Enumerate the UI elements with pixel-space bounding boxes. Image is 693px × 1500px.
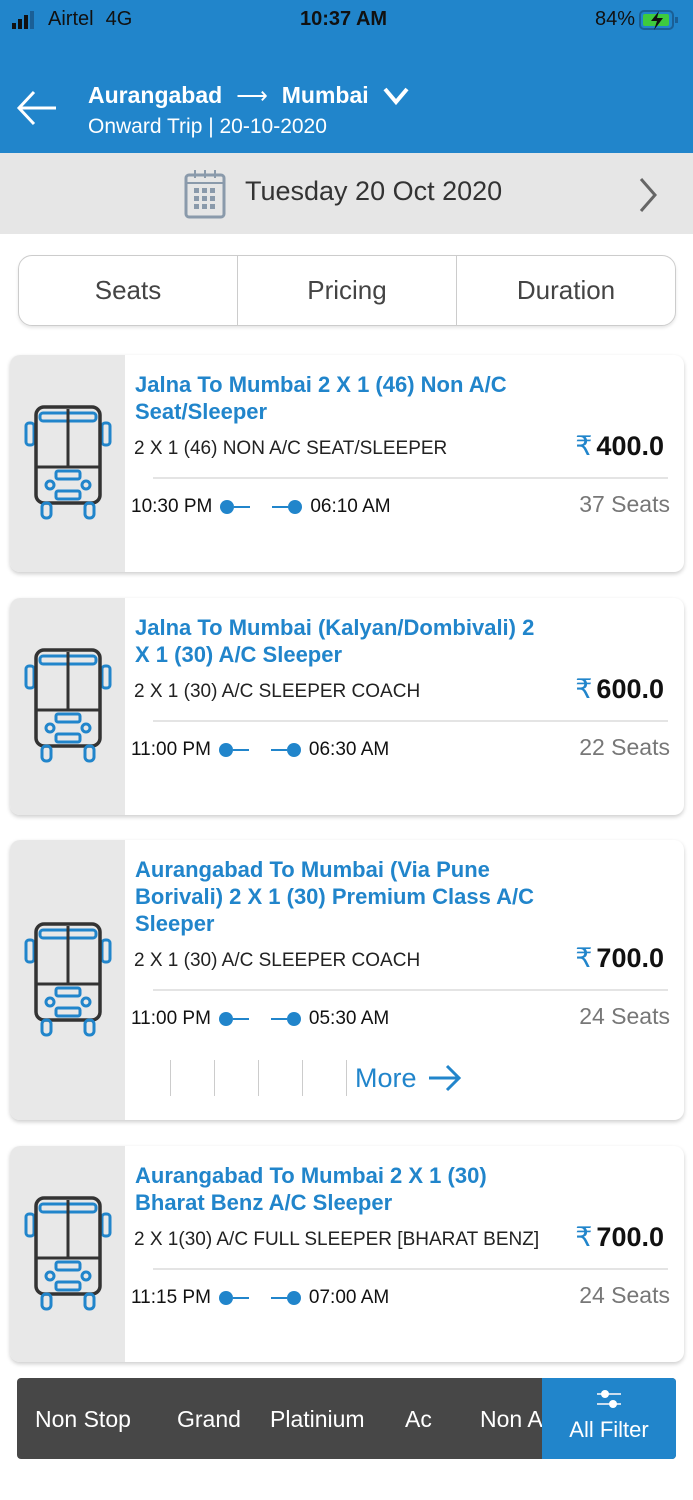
departure-time: 10:30 PM (131, 496, 213, 517)
all-filter-label: All Filter (569, 1417, 649, 1442)
destination-city: Mumbai (281, 82, 369, 108)
rupee-icon: ₹ (575, 1222, 593, 1252)
divider (153, 1268, 668, 1270)
arrow-right-icon[interactable] (427, 1063, 463, 1093)
calendar-icon[interactable] (184, 169, 226, 219)
fare: ₹700.0 (575, 943, 664, 974)
departure-time: 11:00 PM (131, 1008, 211, 1029)
arrival-time: 05:30 AM (308, 1008, 390, 1029)
bus-icon (24, 648, 112, 763)
divider (153, 720, 668, 722)
bus-icon (24, 922, 112, 1037)
more-link[interactable]: More (355, 1062, 417, 1093)
seats-available: 37 Seats (579, 491, 670, 517)
carrier: Airtel (48, 8, 94, 30)
bus-title: Jalna To Mumbai 2 X 1 (46) Non A/C Seat/… (135, 372, 507, 424)
journey-times: 10:30 PM 06:10 AM (131, 496, 391, 518)
journey-times: 11:15 PM 07:00 AM (131, 1287, 389, 1309)
sliders-icon (597, 1390, 621, 1408)
divider (153, 477, 668, 479)
sort-tab-pricing[interactable]: Pricing (238, 256, 457, 325)
arrival-time: 07:00 AM (308, 1287, 390, 1308)
bus-card[interactable]: Aurangabad To Mumbai 2 X 1 (30) Bharat B… (10, 1146, 684, 1362)
depart-dot-icon (218, 1291, 249, 1305)
sort-tabs: Seats Pricing Duration (18, 255, 676, 326)
seats-available: 24 Seats (579, 1003, 670, 1029)
network: 4G (105, 8, 133, 30)
battery-percent: 84% (595, 8, 636, 30)
journey-times: 11:00 PM 05:30 AM (131, 1008, 389, 1030)
bus-title: Aurangabad To Mumbai (Via Pune Borivali)… (135, 857, 534, 936)
filter-platinium[interactable]: Platinium (270, 1406, 365, 1432)
status-left: Airtel 4G (12, 8, 132, 31)
depart-dot-icon (220, 500, 251, 514)
bus-card[interactable]: Aurangabad To Mumbai (Via Pune Borivali)… (10, 840, 684, 1120)
fare: ₹700.0 (575, 1222, 664, 1253)
fare-amount: 700.0 (596, 943, 664, 973)
next-date-chevron-icon[interactable] (638, 177, 658, 213)
bus-type: 2 X 1(30) A/C FULL SLEEPER [BHARAT BENZ] (134, 1229, 540, 1250)
seats-available: 22 Seats (579, 734, 670, 760)
bus-type: 2 X 1 (30) A/C SLEEPER COACH (134, 681, 421, 702)
depart-dot-icon (218, 1012, 249, 1026)
trip-subtitle: Onward Trip | 20-10-2020 (88, 115, 327, 138)
departure-time: 11:15 PM (131, 1287, 211, 1308)
filter-grand[interactable]: Grand (177, 1406, 241, 1432)
fare-amount: 400.0 (596, 431, 664, 461)
depart-dot-icon (218, 743, 249, 757)
quick-filter-bar: Non Stop Grand Platinium Ac Non A All Fi… (17, 1378, 676, 1459)
fare-amount: 600.0 (596, 674, 664, 704)
fare: ₹600.0 (575, 674, 664, 705)
departure-time: 11:00 PM (131, 739, 211, 760)
divider (153, 989, 668, 991)
bus-icon (24, 405, 112, 520)
selected-date: Tuesday 20 Oct 2020 (245, 176, 503, 206)
arrive-dot-icon (270, 1012, 301, 1026)
rupee-icon: ₹ (575, 431, 593, 461)
fare: ₹400.0 (575, 431, 664, 462)
route-title[interactable]: Aurangabad ⟶ Mumbai (88, 82, 409, 109)
arrive-dot-icon (270, 1291, 301, 1305)
chevron-down-icon[interactable] (383, 86, 409, 106)
date-bar: Tuesday 20 Oct 2020 (0, 153, 693, 234)
journey-times: 11:00 PM 06:30 AM (131, 739, 389, 761)
bus-card[interactable]: Jalna To Mumbai (Kalyan/Dombivali) 2 X 1… (10, 598, 684, 815)
seats-available: 24 Seats (579, 1282, 670, 1308)
bus-icon (24, 1196, 112, 1311)
route-arrow-icon: ⟶ (236, 82, 268, 108)
filter-non-ac[interactable]: Non A (480, 1406, 543, 1432)
bus-type: 2 X 1 (46) NON A/C SEAT/SLEEPER (134, 438, 448, 459)
filter-non-stop[interactable]: Non Stop (35, 1406, 131, 1432)
arrive-dot-icon (272, 500, 303, 514)
back-arrow-icon[interactable] (16, 88, 58, 128)
rupee-icon: ₹ (575, 943, 593, 973)
rupee-icon: ₹ (575, 674, 593, 704)
origin-city: Aurangabad (88, 82, 223, 108)
fare-amount: 700.0 (596, 1222, 664, 1252)
bus-title: Aurangabad To Mumbai 2 X 1 (30) Bharat B… (135, 1163, 487, 1215)
all-filter-button[interactable]: All Filter (542, 1378, 676, 1459)
app-header: Airtel 4G 10:37 AM 84% Aurangabad ⟶ Mumb… (0, 0, 693, 153)
arrive-dot-icon (270, 743, 301, 757)
arrival-time: 06:10 AM (310, 496, 391, 517)
sort-tab-duration[interactable]: Duration (516, 275, 616, 305)
bus-type: 2 X 1 (30) A/C SLEEPER COACH (134, 950, 421, 971)
arrival-time: 06:30 AM (308, 739, 390, 760)
status-right: 84% (595, 8, 679, 31)
sort-tab-seats[interactable]: Seats (19, 256, 238, 325)
bus-card[interactable]: Jalna To Mumbai 2 X 1 (46) Non A/C Seat/… (10, 355, 684, 572)
battery-charging-icon (639, 9, 679, 30)
bus-title: Jalna To Mumbai (Kalyan/Dombivali) 2 X 1… (135, 615, 535, 667)
clock: 10:37 AM (300, 8, 388, 30)
more-amenities[interactable]: More (170, 1058, 463, 1098)
signal-icon (12, 10, 34, 29)
filter-ac[interactable]: Ac (405, 1406, 432, 1432)
